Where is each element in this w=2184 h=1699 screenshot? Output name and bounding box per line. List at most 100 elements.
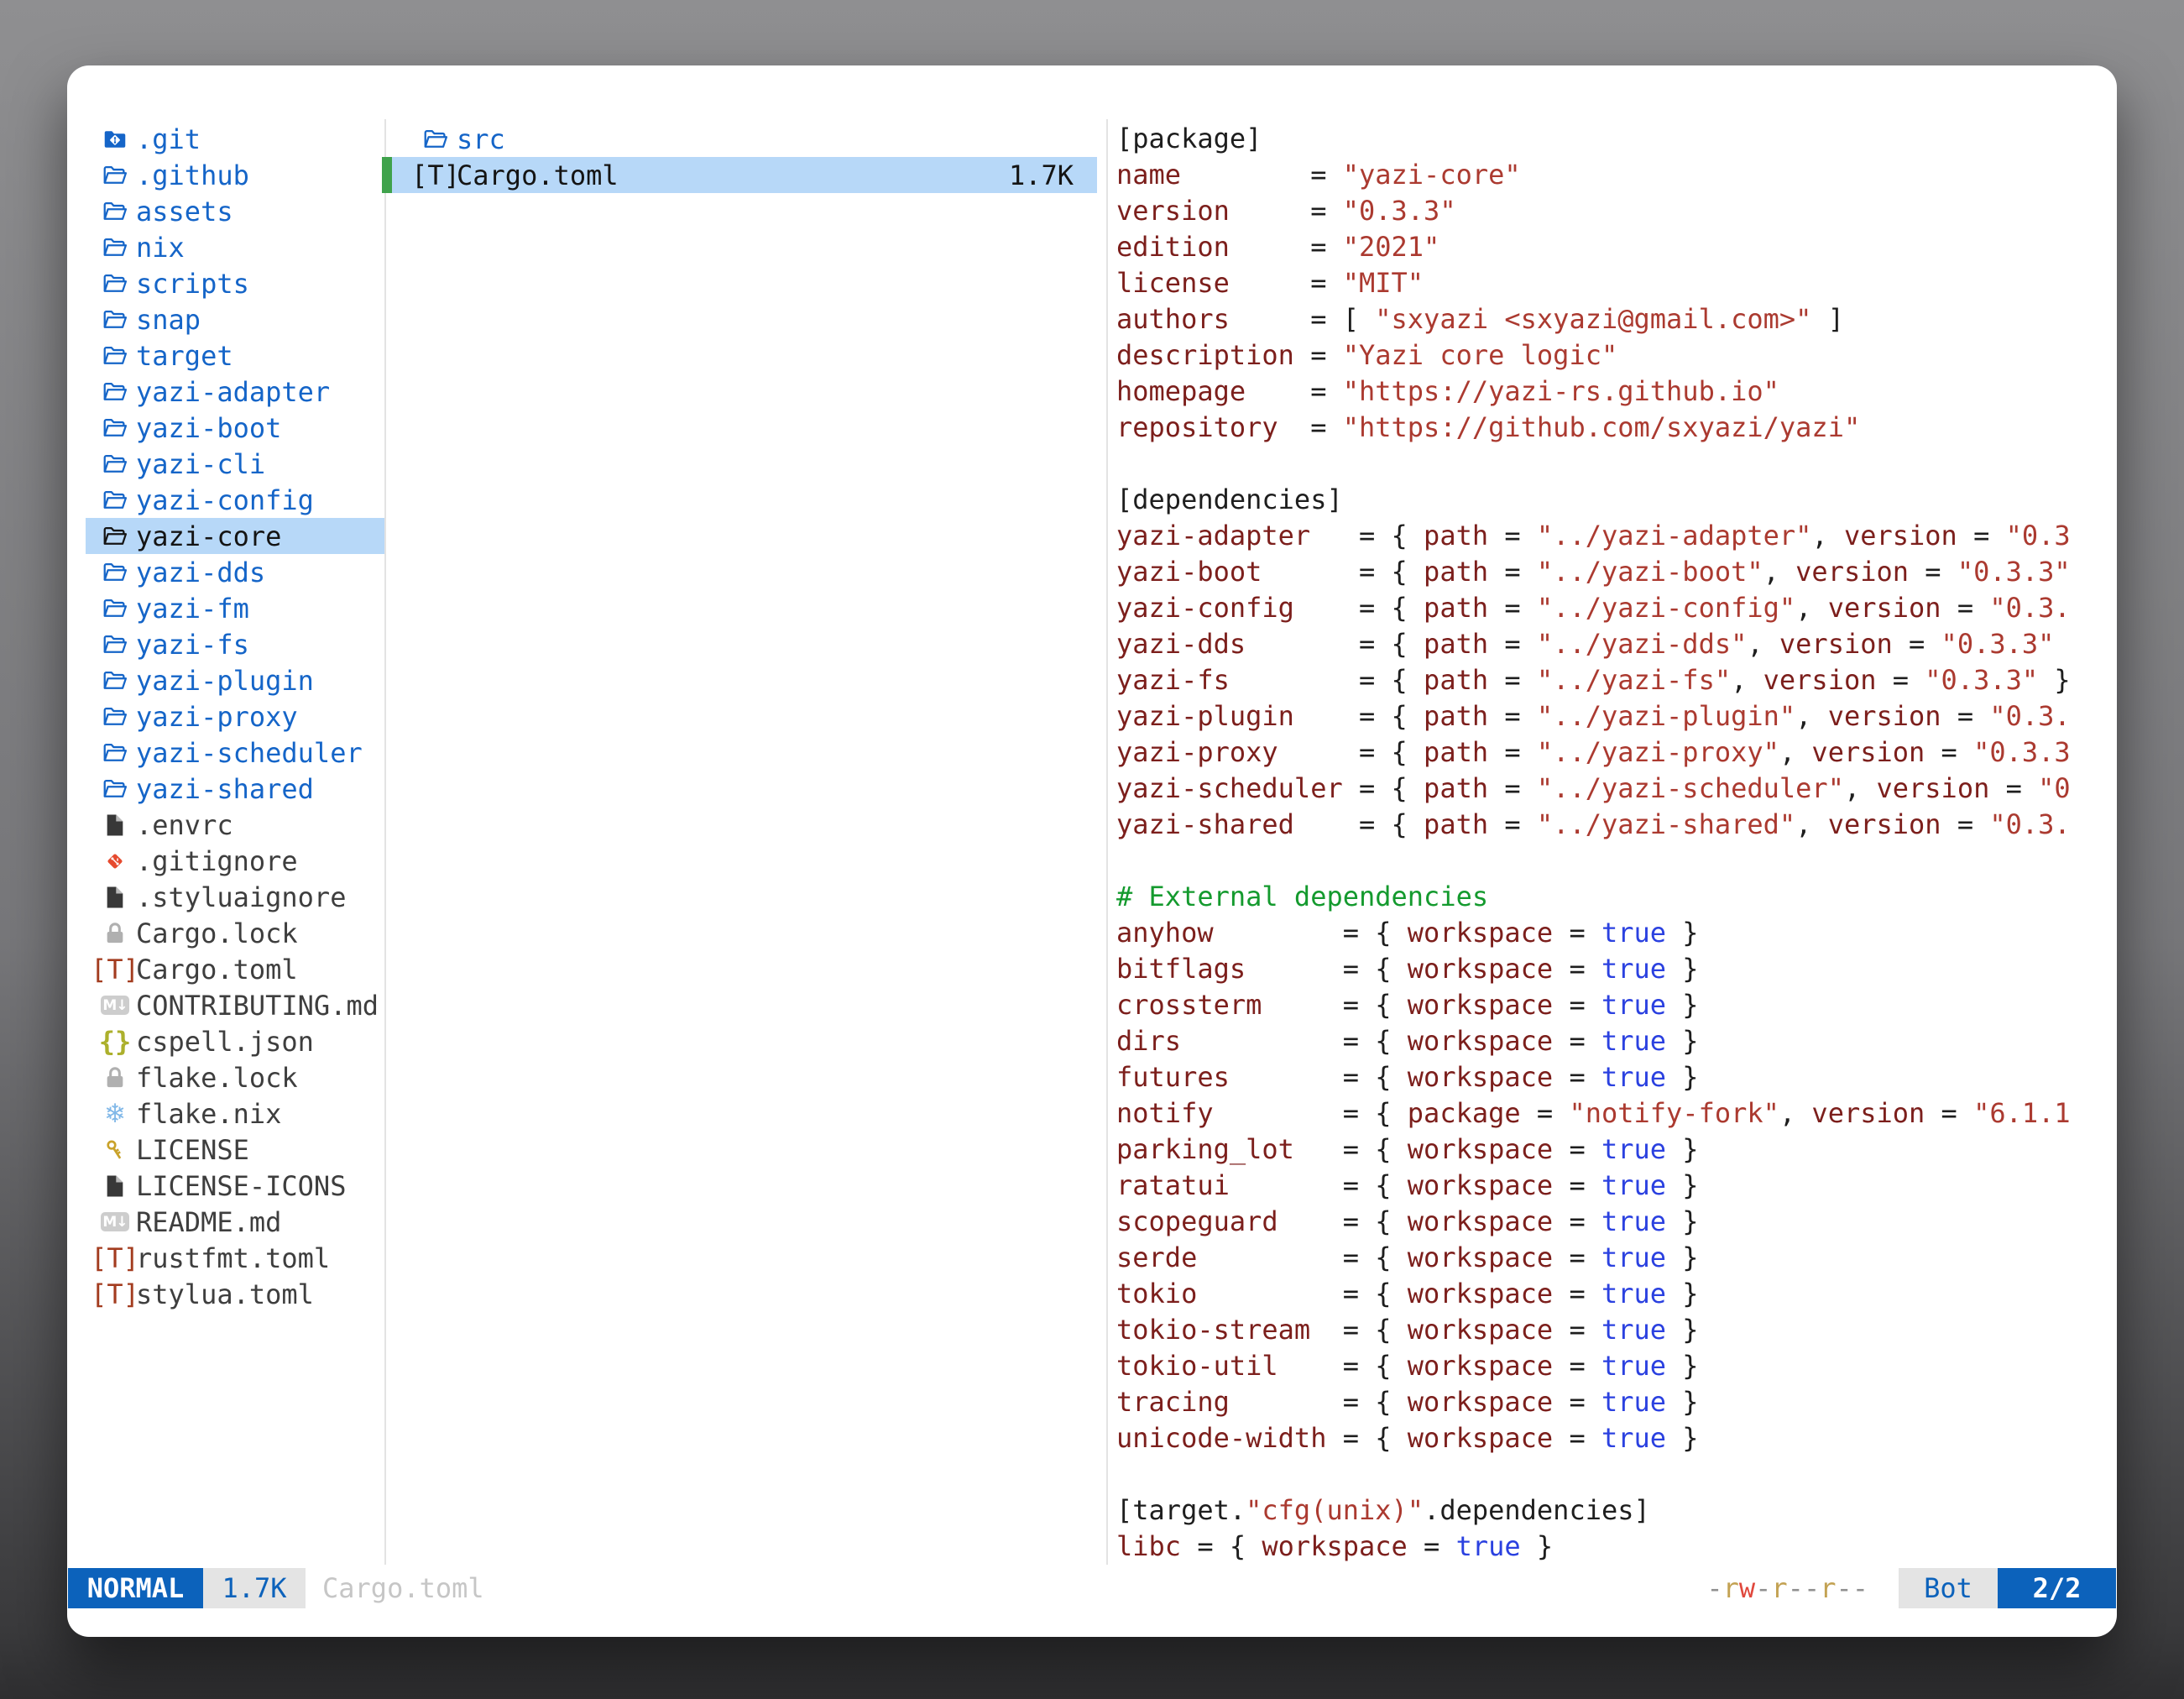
folder-icon [101,630,129,659]
preview-line: bitflags = { workspace = true } [1116,953,1699,985]
folder-icon [101,161,129,190]
lock-icon [101,919,129,948]
preview-line [1116,1456,2112,1493]
file-row[interactable]: ❄ flake.nix [67,1095,384,1132]
file-row[interactable]: M↓ README.md [67,1204,384,1240]
file-row[interactable]: yazi-cli [67,446,384,482]
file-label: yazi-adapter [136,375,331,408]
file-row[interactable]: yazi-core [86,518,384,554]
preview-line: yazi-config = { path = "../yazi-config",… [1116,592,2071,624]
file-row[interactable]: yazi-plugin [67,662,384,698]
preview-line: parking_lot = { workspace = true } [1116,1133,1699,1165]
preview-line: yazi-fs = { path = "../yazi-fs", version… [1116,664,2071,696]
file-row[interactable]: [T] stylua.toml [67,1276,384,1312]
file-row[interactable]: yazi-config [67,482,384,518]
file-row[interactable]: Cargo.lock [67,915,384,951]
file-row[interactable]: target [67,337,384,374]
file-row[interactable]: LICENSE [67,1132,384,1168]
file-size: 1.7K [1008,159,1074,191]
preview-line: ratatui = { workspace = true } [1116,1169,1699,1201]
file-row[interactable]: yazi-dds [67,554,384,590]
file-label: LICENSE [136,1133,249,1166]
file-label: scripts [136,267,249,300]
folder-icon [101,522,129,551]
file-row[interactable]: yazi-scheduler [67,734,384,771]
file-row[interactable]: snap [67,301,384,337]
preview-line: anyhow = { workspace = true } [1116,917,1699,949]
preview-line: edition = "2021" [1116,231,1440,263]
preview-line: [package] [1116,123,1262,154]
git-icon [101,847,129,876]
pane-divider [384,119,386,1565]
preview-line: [dependencies] [1116,484,1343,515]
file-row[interactable]: .git [67,121,384,157]
file-row[interactable]: yazi-proxy [67,698,384,734]
file-row[interactable]: yazi-fm [67,590,384,626]
file-row[interactable]: assets [67,193,384,229]
file-label: yazi-cli [136,447,266,480]
file-row[interactable]: [T] Cargo.toml [67,951,384,987]
file-label: assets [136,195,233,227]
preview-line: [target."cfg(unix)".dependencies] [1116,1494,1650,1526]
file-row[interactable]: [T] Cargo.toml 1.7K [382,157,1097,193]
file-row[interactable]: {} cspell.json [67,1023,384,1059]
file-row[interactable]: yazi-fs [67,626,384,662]
preview-line: notify = { package = "notify-fork", vers… [1116,1097,2071,1129]
file-row[interactable]: .styluaignore [67,879,384,915]
file-label: .git [136,123,201,155]
folder-icon [101,594,129,623]
folder-icon [421,125,450,154]
file-icon [101,1172,129,1200]
file-label: nix [136,231,185,264]
file-row[interactable]: .gitignore [67,843,384,879]
file-label: README.md [136,1205,282,1238]
folder-icon [101,269,129,298]
folder-icon [101,306,129,334]
preview-line: name = "yazi-core" [1116,159,1521,191]
preview-line: futures = { workspace = true } [1116,1061,1699,1093]
file-label: src [457,123,505,155]
file-row[interactable]: yazi-boot [67,410,384,446]
yazi-window: .git .github assets nix scripts snap target yaz… [67,65,2117,1637]
file-label: yazi-plugin [136,664,314,697]
preview-line: version = "0.3.3" [1116,195,1456,227]
file-label: Cargo.toml [457,159,619,191]
file-row[interactable]: flake.lock [67,1059,384,1095]
status-bar: NORMAL 1.7K Cargo.toml -rw-r--r-- Bot 2/… [68,1568,2116,1608]
file-row[interactable]: yazi-shared [67,771,384,807]
json-icon: {} [98,1025,132,1058]
file-size-badge: 1.7K [203,1568,306,1608]
file-label: yazi-scheduler [136,736,363,769]
file-label: cspell.json [136,1025,314,1058]
preview-line: tokio-util = { workspace = true } [1116,1350,1699,1382]
file-label: yazi-proxy [136,700,298,733]
folder-icon [101,486,129,515]
file-label: yazi-core [136,520,282,552]
file-row[interactable]: .github [67,157,384,193]
file-row[interactable]: src [382,121,1097,157]
folder-icon [101,414,129,442]
file-row[interactable]: LICENSE-ICONS [67,1168,384,1204]
preview-line: dirs = { workspace = true } [1116,1025,1699,1057]
file-label: .gitignore [136,844,298,877]
pane-divider [1106,119,1108,1565]
file-row[interactable]: scripts [67,265,384,301]
status-right: -rw-r--r-- Bot 2/2 [1706,1568,2116,1608]
preview-line: serde = { workspace = true } [1116,1242,1699,1273]
preview-line: authors = [ "sxyazi <sxyazi@gmail.com>" … [1116,303,1844,335]
toml-icon: [T] [91,1242,139,1274]
file-row[interactable]: [T] rustfmt.toml [67,1240,384,1276]
file-label: .envrc [136,808,233,841]
preview-line: yazi-boot = { path = "../yazi-boot", ver… [1116,556,2071,588]
preview-line: crossterm = { workspace = true } [1116,989,1699,1021]
file-label: CONTRIBUTING.md [136,989,379,1022]
key-icon [101,1136,129,1164]
file-row[interactable]: M↓ CONTRIBUTING.md [67,987,384,1023]
mode-badge: NORMAL [68,1568,203,1608]
file-row[interactable]: .envrc [67,807,384,843]
file-label: rustfmt.toml [136,1242,331,1274]
file-row[interactable]: yazi-adapter [67,374,384,410]
file-icon [101,811,129,839]
file-row[interactable]: nix [67,229,384,265]
preview-line: yazi-plugin = { path = "../yazi-plugin",… [1116,700,2071,732]
